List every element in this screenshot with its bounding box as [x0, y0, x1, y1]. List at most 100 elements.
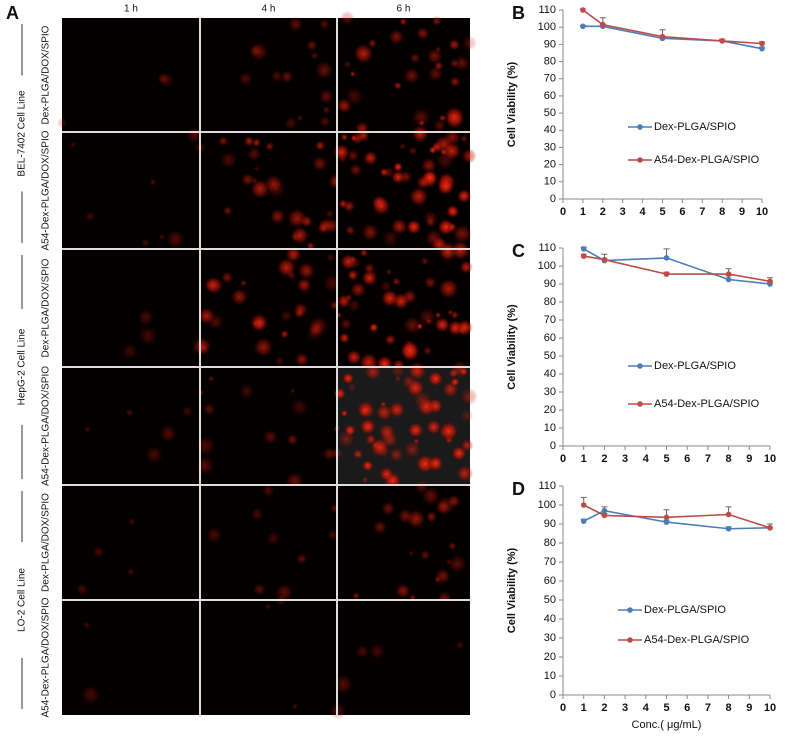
cell-fluorescence	[425, 511, 437, 523]
column-header: 1 h	[124, 4, 138, 15]
cell-fluorescence	[431, 15, 442, 27]
cell-fluorescence	[408, 146, 418, 156]
cell-fluorescence	[230, 288, 248, 306]
cell-fluorescence	[416, 26, 430, 40]
cell-fluorescence	[375, 403, 393, 422]
x-tick-label: 1	[581, 702, 587, 714]
cell-fluorescence	[406, 219, 422, 235]
cell-fluorescence	[369, 323, 379, 332]
cell-fluorescence	[294, 352, 309, 367]
cell-fluorescence	[363, 262, 376, 275]
cell-fluorescence	[349, 163, 363, 177]
cell-fluorescence	[149, 178, 157, 186]
x-tick-label: 6	[679, 206, 685, 218]
cell-fluorescence	[409, 186, 429, 207]
row-label: A54-Dex-PLGA/DOX/SPIO	[41, 366, 52, 486]
legend-label: A54-Dex-PLGA/SPIO	[644, 634, 750, 646]
cell-fluorescence	[280, 309, 293, 323]
x-tick-label: 5	[663, 702, 669, 714]
cell-fluorescence	[253, 165, 260, 172]
cell-fluorescence	[280, 330, 289, 339]
cell-fluorescence	[347, 382, 357, 392]
cell-fluorescence	[195, 456, 215, 475]
cell-fluorescence	[364, 363, 382, 381]
data-point	[601, 256, 608, 263]
cell-fluorescence	[381, 501, 396, 516]
cell-fluorescence	[264, 603, 272, 610]
cell-fluorescence	[450, 377, 460, 387]
cell-fluorescence	[433, 119, 446, 133]
y-tick-label: 40	[544, 368, 556, 380]
cell-fluorescence	[253, 583, 266, 596]
cell-fluorescence	[426, 419, 442, 435]
y-tick-label: 90	[544, 278, 556, 290]
cell-fluorescence	[92, 546, 105, 558]
cell-fluorescence	[359, 248, 368, 257]
cell-fluorescence	[338, 154, 348, 164]
cell-fluorescence	[447, 222, 457, 232]
cell-fluorescence	[369, 643, 386, 660]
cell-fluorescence	[359, 418, 376, 435]
data-point	[580, 518, 587, 524]
y-tick-label: 100	[538, 21, 556, 33]
y-tick-label: 50	[544, 350, 556, 362]
cell-fluorescence	[394, 375, 402, 383]
y-tick-label: 60	[544, 332, 556, 344]
cell-fluorescence	[425, 217, 436, 228]
cell-fluorescence	[450, 240, 471, 261]
x-axis-title: Conc.( μg/mL)	[632, 719, 702, 731]
cell-fluorescence	[388, 29, 405, 45]
cell-fluorescence	[333, 387, 346, 400]
cell-fluorescence	[411, 108, 431, 127]
cell-fluorescence	[84, 211, 96, 222]
x-tick-label: 10	[764, 702, 776, 714]
row-label: Dex-PLGA/DOX/SPIO	[41, 25, 52, 124]
cell-fluorescence	[421, 486, 441, 506]
cell-fluorescence	[218, 136, 229, 147]
cell-fluorescence	[349, 70, 356, 77]
cell-fluorescence	[448, 541, 457, 551]
cell-fluorescence	[459, 367, 468, 376]
legend-label: Dex-PLGA/SPIO	[654, 121, 736, 133]
cell-fluorescence	[381, 289, 399, 307]
cell-fluorescence	[460, 439, 474, 452]
cell-fluorescence	[289, 387, 296, 394]
y-tick-label: 80	[544, 537, 556, 549]
cell-fluorescence	[185, 126, 203, 144]
cell-fluorescence	[455, 640, 465, 650]
y-tick-label: 90	[544, 518, 556, 530]
data-point	[759, 40, 765, 47]
micrograph	[62, 132, 200, 249]
micrograph	[200, 18, 337, 132]
cell-fluorescence	[380, 280, 392, 292]
cell-fluorescence	[166, 229, 185, 249]
cell-fluorescence	[346, 349, 362, 365]
cell-fluorescence	[361, 223, 379, 242]
cell-fluorescence	[347, 149, 360, 162]
cell-fluorescence	[399, 17, 408, 26]
y-tick-label: 70	[544, 73, 556, 85]
cell-fluorescence	[393, 162, 403, 172]
y-tick-label: 0	[550, 689, 556, 701]
legend-marker	[627, 637, 633, 643]
x-tick-label: 2	[601, 453, 607, 465]
data-point	[580, 253, 587, 259]
cell-fluorescence	[423, 346, 432, 356]
cell-fluorescence	[456, 465, 474, 482]
y-tick-label: 40	[544, 613, 556, 625]
cell-fluorescence	[388, 447, 404, 463]
cell-fluorescence	[351, 131, 364, 145]
x-tick-label: 6	[684, 453, 690, 465]
data-point	[719, 38, 725, 44]
cell-fluorescence	[197, 389, 205, 396]
cell-fluorescence	[204, 277, 219, 293]
x-tick-label: 5	[659, 206, 665, 218]
cell-fluorescence	[69, 141, 77, 149]
x-tick-label: 2	[600, 206, 606, 218]
series-line	[583, 248, 771, 285]
cell-fluorescence	[76, 583, 88, 596]
micrograph	[200, 600, 337, 715]
cell-fluorescence	[400, 341, 420, 360]
